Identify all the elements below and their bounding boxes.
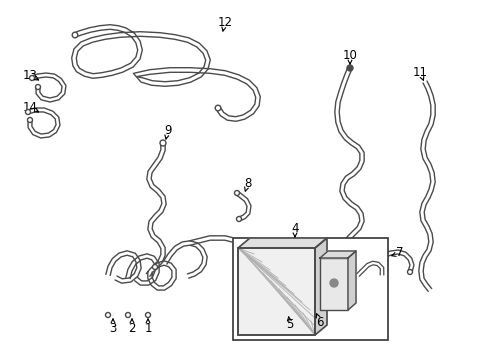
Circle shape bbox=[407, 270, 412, 275]
Text: 14: 14 bbox=[22, 100, 38, 113]
Text: 12: 12 bbox=[217, 15, 232, 28]
Bar bbox=[232, 238, 387, 340]
Text: 9: 9 bbox=[164, 123, 171, 136]
Circle shape bbox=[215, 105, 221, 111]
Circle shape bbox=[125, 312, 130, 318]
Circle shape bbox=[27, 117, 32, 122]
Bar bbox=[238, 248, 314, 335]
Circle shape bbox=[234, 190, 239, 195]
Circle shape bbox=[105, 312, 110, 318]
Bar bbox=[319, 258, 347, 310]
Polygon shape bbox=[314, 238, 326, 335]
Circle shape bbox=[25, 109, 30, 114]
Text: 4: 4 bbox=[291, 221, 298, 234]
Text: 1: 1 bbox=[144, 321, 151, 334]
Circle shape bbox=[160, 140, 165, 146]
Circle shape bbox=[346, 65, 352, 71]
Polygon shape bbox=[319, 251, 355, 258]
Text: 11: 11 bbox=[412, 66, 427, 78]
Text: 8: 8 bbox=[244, 176, 251, 189]
Circle shape bbox=[29, 76, 35, 81]
Circle shape bbox=[36, 85, 41, 90]
Text: 6: 6 bbox=[316, 315, 323, 328]
Text: 13: 13 bbox=[22, 68, 38, 81]
Bar bbox=[238, 248, 314, 335]
Text: 5: 5 bbox=[286, 319, 293, 332]
Circle shape bbox=[145, 312, 150, 318]
Text: 10: 10 bbox=[342, 49, 357, 62]
Polygon shape bbox=[238, 238, 326, 248]
Text: 2: 2 bbox=[128, 321, 136, 334]
Text: 7: 7 bbox=[395, 247, 403, 260]
Polygon shape bbox=[347, 251, 355, 310]
Circle shape bbox=[72, 32, 78, 38]
Text: 3: 3 bbox=[109, 321, 117, 334]
Circle shape bbox=[236, 216, 241, 221]
Bar bbox=[238, 248, 314, 335]
Circle shape bbox=[152, 265, 157, 270]
Circle shape bbox=[329, 279, 337, 287]
